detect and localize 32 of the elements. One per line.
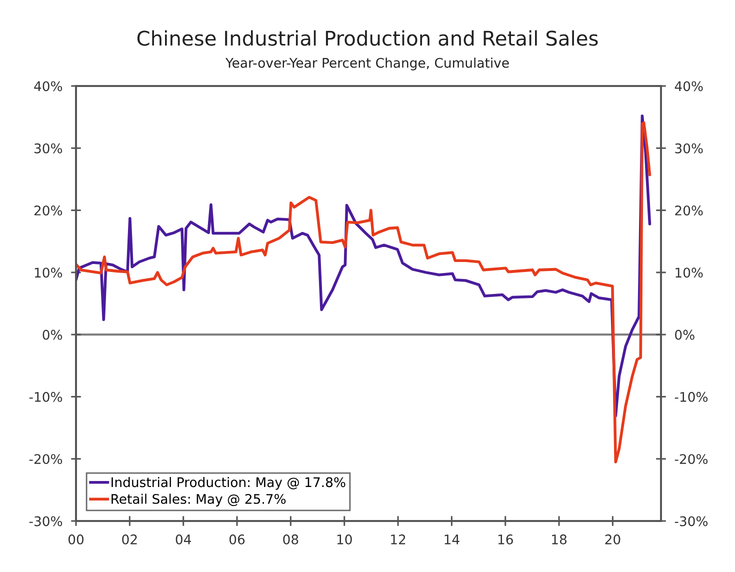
y-tick-label: -10% xyxy=(29,392,62,402)
x-tick-label: 10 xyxy=(337,534,352,544)
y2-tick-label: -20% xyxy=(674,454,708,464)
x-tick-label: 08 xyxy=(283,534,298,544)
legend-label: Retail Sales: May @ 25.7% xyxy=(112,494,286,506)
line-series xyxy=(76,121,652,464)
y-tick-label: 30% xyxy=(34,143,62,154)
y-tick-label: -30% xyxy=(29,516,62,526)
x-tick-label: 12 xyxy=(391,534,406,544)
y-tick-label: 10% xyxy=(34,268,62,278)
y2-tick-label: -30% xyxy=(674,516,708,526)
y2-tick-label: 10% xyxy=(676,268,703,278)
y-tick-label: -20% xyxy=(29,454,62,464)
y-tick-label: 40% xyxy=(34,81,62,92)
y2-tick-label: 0% xyxy=(675,330,694,340)
y-tick-label: 0% xyxy=(42,330,62,340)
y2-tick-label: 30% xyxy=(675,143,703,154)
x-tick-label: 06 xyxy=(229,534,245,544)
y2-tick-label: -10% xyxy=(674,392,708,402)
x-tick-label: 02 xyxy=(122,534,137,544)
x-tick-label: 18 xyxy=(552,534,567,544)
y2-tick-label: 40% xyxy=(674,81,703,92)
chart-subtitle: Year-over-Year Percent Change, Cumulative xyxy=(225,58,509,70)
y-tick-label: 20% xyxy=(34,206,62,216)
x-tick-label: 16 xyxy=(498,534,513,544)
legend-label: Industrial Production: May @ 17.8% xyxy=(112,476,346,490)
x-tick-label: 04 xyxy=(176,534,191,544)
x-tick-label: 20 xyxy=(605,534,620,544)
y2-tick-label: 20% xyxy=(675,206,703,216)
x-tick-label: 14 xyxy=(444,534,460,544)
x-tick-label: 00 xyxy=(68,534,84,544)
chart-title: Chinese Industrial Production and Retail Sales xyxy=(137,30,598,46)
